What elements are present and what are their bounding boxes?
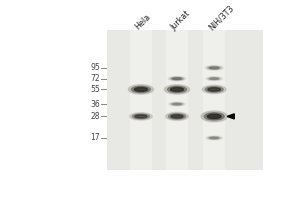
Ellipse shape xyxy=(169,102,185,106)
Ellipse shape xyxy=(208,77,220,80)
Ellipse shape xyxy=(164,85,190,94)
Polygon shape xyxy=(227,114,234,119)
Text: 28: 28 xyxy=(91,112,100,121)
Ellipse shape xyxy=(170,77,184,80)
Ellipse shape xyxy=(167,86,187,93)
Ellipse shape xyxy=(207,114,221,119)
Text: Jurkat: Jurkat xyxy=(169,9,192,32)
Text: 36: 36 xyxy=(91,100,100,109)
Ellipse shape xyxy=(128,85,154,94)
Ellipse shape xyxy=(207,66,221,70)
Bar xyxy=(203,30,225,170)
Bar xyxy=(130,30,152,170)
Ellipse shape xyxy=(130,113,152,120)
Ellipse shape xyxy=(134,88,148,91)
Bar xyxy=(166,30,188,170)
Ellipse shape xyxy=(172,103,182,105)
Ellipse shape xyxy=(172,78,182,80)
Ellipse shape xyxy=(208,88,220,91)
Text: 95: 95 xyxy=(91,63,100,72)
Text: 17: 17 xyxy=(91,133,100,142)
Ellipse shape xyxy=(171,115,183,118)
Ellipse shape xyxy=(205,66,223,70)
Text: 55: 55 xyxy=(91,85,100,94)
Bar xyxy=(107,30,263,170)
Ellipse shape xyxy=(131,86,151,93)
Ellipse shape xyxy=(202,85,226,94)
Ellipse shape xyxy=(210,137,219,139)
Ellipse shape xyxy=(204,113,224,120)
Ellipse shape xyxy=(168,76,186,81)
Ellipse shape xyxy=(210,78,219,80)
Ellipse shape xyxy=(132,114,150,119)
Ellipse shape xyxy=(209,67,219,69)
Ellipse shape xyxy=(168,114,186,119)
Ellipse shape xyxy=(208,137,220,139)
Ellipse shape xyxy=(171,103,183,105)
Ellipse shape xyxy=(206,77,223,81)
Ellipse shape xyxy=(135,115,147,118)
Ellipse shape xyxy=(170,88,184,91)
Ellipse shape xyxy=(201,111,227,122)
Ellipse shape xyxy=(166,112,188,120)
Text: 72: 72 xyxy=(91,74,100,83)
Text: Hela: Hela xyxy=(134,13,153,32)
Ellipse shape xyxy=(205,87,223,92)
Text: NIH/3T3: NIH/3T3 xyxy=(207,3,235,32)
Ellipse shape xyxy=(206,136,223,140)
